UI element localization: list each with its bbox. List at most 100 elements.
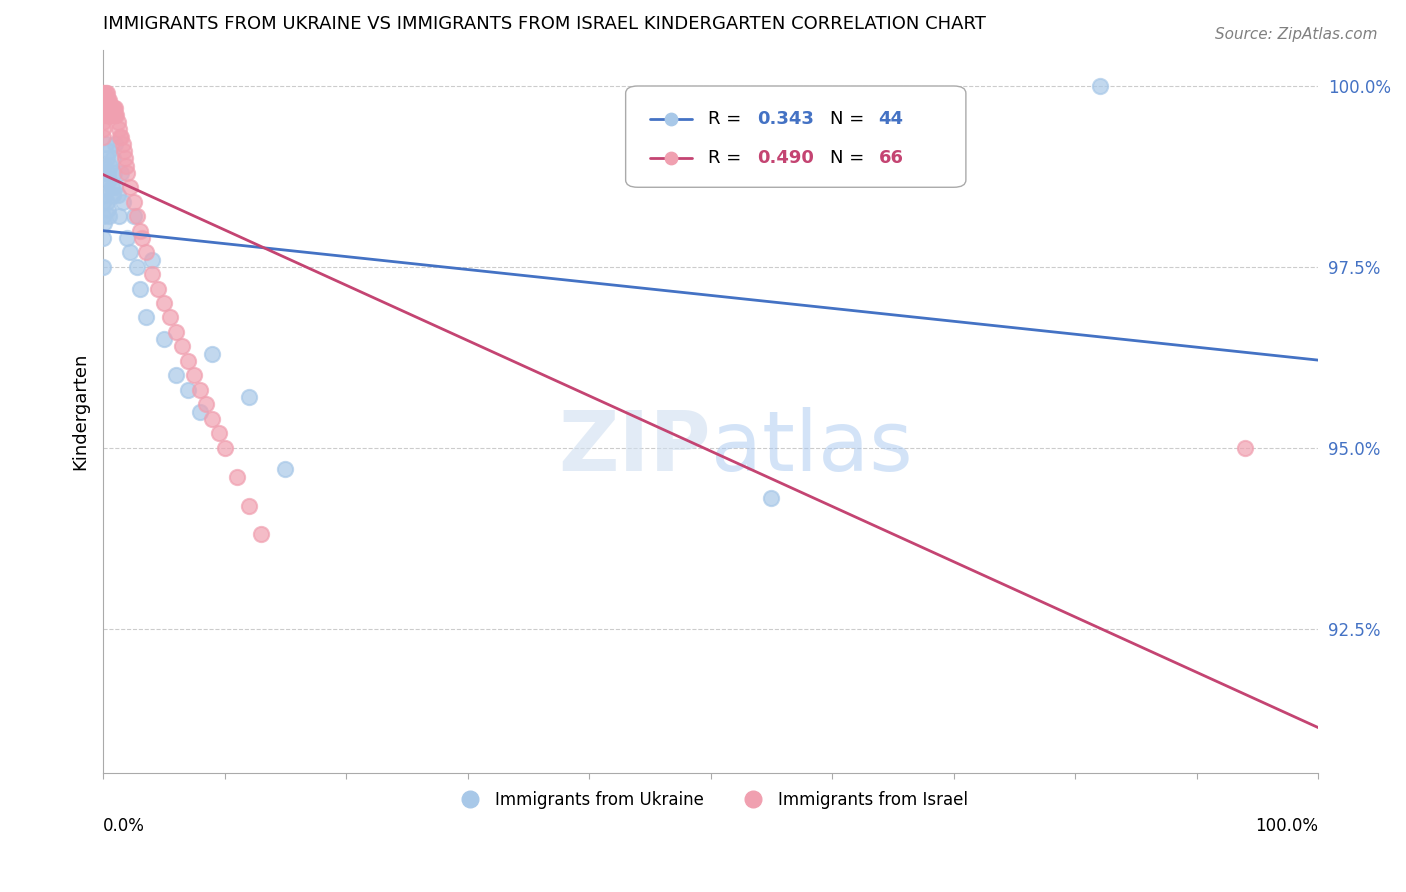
Text: N =: N = — [830, 110, 870, 128]
Point — [141, 267, 163, 281]
Point — [153, 296, 176, 310]
Point — [274, 462, 297, 476]
Point — [91, 260, 114, 274]
Point — [93, 108, 115, 122]
Point — [91, 87, 114, 101]
Point — [101, 187, 124, 202]
Point — [118, 245, 141, 260]
Point — [91, 122, 114, 136]
Legend: Immigrants from Ukraine, Immigrants from Israel: Immigrants from Ukraine, Immigrants from… — [446, 784, 976, 815]
Point — [91, 101, 114, 115]
Point — [97, 166, 120, 180]
Point — [93, 101, 115, 115]
Point — [93, 187, 115, 202]
Point — [111, 136, 134, 151]
Point — [104, 108, 127, 122]
Point — [108, 122, 131, 136]
Point — [207, 426, 229, 441]
Point — [225, 469, 247, 483]
Point — [135, 245, 157, 260]
Point — [104, 180, 127, 194]
Point — [104, 101, 127, 115]
Point — [98, 94, 121, 108]
Point — [94, 180, 117, 194]
Point — [131, 231, 153, 245]
Point — [91, 231, 114, 245]
Text: R =: R = — [709, 149, 747, 168]
Point — [201, 411, 224, 425]
Point — [94, 87, 117, 101]
Point — [172, 339, 194, 353]
Point — [128, 281, 150, 295]
Point — [250, 527, 273, 541]
Point — [98, 173, 121, 187]
Point — [98, 108, 121, 122]
Point — [761, 491, 783, 506]
Point — [1234, 441, 1257, 455]
Point — [101, 152, 124, 166]
Point — [94, 101, 117, 115]
Point — [96, 87, 118, 101]
Point — [98, 209, 121, 223]
Point — [97, 108, 120, 122]
Point — [238, 499, 260, 513]
Point — [195, 397, 218, 411]
Point — [188, 383, 211, 397]
Point — [100, 101, 122, 115]
Point — [98, 144, 121, 158]
Point — [91, 129, 114, 144]
Text: 0.343: 0.343 — [756, 110, 814, 128]
Point — [108, 209, 131, 223]
Point — [97, 94, 120, 108]
Point — [153, 332, 176, 346]
Point — [103, 166, 125, 180]
Point — [112, 144, 135, 158]
Point — [115, 159, 138, 173]
Point — [96, 194, 118, 209]
Point — [188, 404, 211, 418]
Point — [165, 368, 187, 383]
Point — [101, 101, 124, 115]
Point — [104, 136, 127, 151]
Point — [177, 383, 200, 397]
Point — [105, 108, 128, 122]
Point — [111, 194, 134, 209]
Point — [201, 346, 224, 360]
Point — [110, 166, 132, 180]
Point — [100, 180, 122, 194]
Point — [93, 94, 115, 108]
Point — [91, 115, 114, 129]
Point — [214, 441, 236, 455]
Point — [122, 209, 145, 223]
Point — [118, 180, 141, 194]
Point — [100, 108, 122, 122]
Point — [108, 129, 131, 144]
Point — [103, 108, 125, 122]
Text: 100.0%: 100.0% — [1256, 816, 1319, 835]
Point — [122, 194, 145, 209]
Point — [91, 194, 114, 209]
Point — [94, 94, 117, 108]
Text: 66: 66 — [879, 149, 904, 168]
Point — [93, 87, 115, 101]
Point — [141, 252, 163, 267]
Point — [165, 325, 187, 339]
Point — [91, 94, 114, 108]
Point — [97, 101, 120, 115]
Point — [127, 260, 149, 274]
Point — [146, 281, 169, 295]
Point — [114, 152, 136, 166]
Point — [107, 115, 129, 129]
Text: N =: N = — [830, 149, 870, 168]
Point — [107, 187, 129, 202]
Text: ZIP: ZIP — [558, 407, 710, 488]
Point — [117, 231, 139, 245]
Point — [110, 129, 132, 144]
Text: IMMIGRANTS FROM UKRAINE VS IMMIGRANTS FROM ISRAEL KINDERGARTEN CORRELATION CHART: IMMIGRANTS FROM UKRAINE VS IMMIGRANTS FR… — [103, 15, 986, 33]
Point — [177, 354, 200, 368]
Point — [96, 94, 118, 108]
Point — [100, 101, 122, 115]
Text: R =: R = — [709, 110, 747, 128]
Text: 44: 44 — [879, 110, 904, 128]
Point — [96, 152, 118, 166]
